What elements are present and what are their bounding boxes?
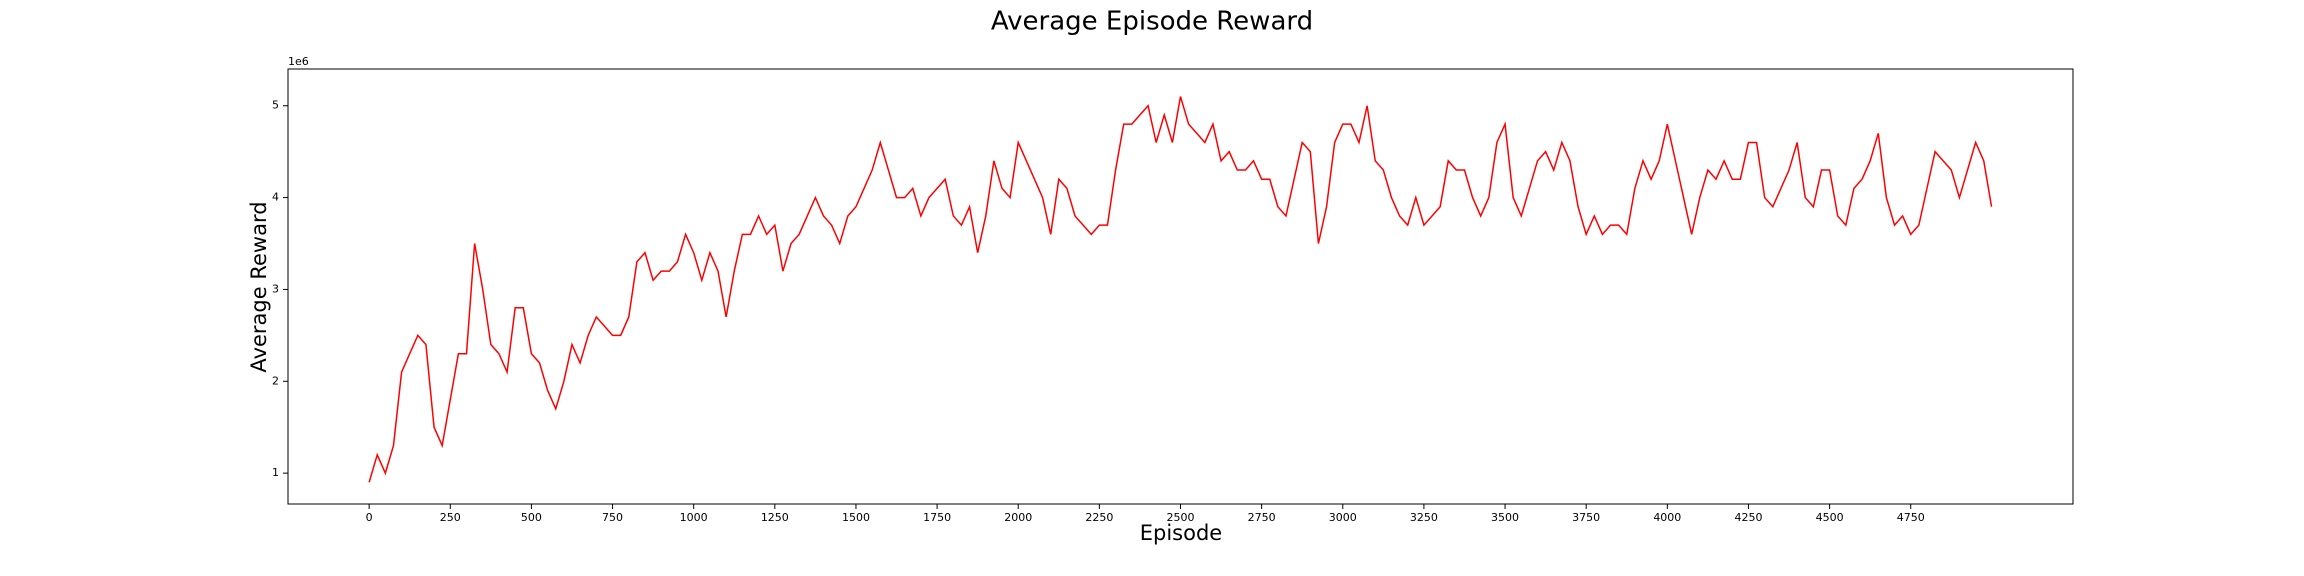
x-tick-label: 4750 — [1897, 511, 1925, 524]
x-tick-label: 2500 — [1167, 511, 1195, 524]
y-tick-label: 2 — [272, 374, 279, 387]
x-tick-label: 4500 — [1816, 511, 1844, 524]
x-tick-label: 2000 — [1004, 511, 1032, 524]
x-tick-label: 4250 — [1734, 511, 1762, 524]
x-tick-label: 2250 — [1085, 511, 1113, 524]
x-tick-label: 3750 — [1572, 511, 1600, 524]
x-tick-label: 250 — [440, 511, 461, 524]
x-axis-label: Episode — [1140, 521, 1222, 545]
chart-title: Average Episode Reward — [991, 7, 1313, 37]
x-tick-label: 500 — [521, 511, 542, 524]
x-tick-label: 4000 — [1653, 511, 1681, 524]
x-tick-label: 1500 — [842, 511, 870, 524]
x-tick-label: 1000 — [680, 511, 708, 524]
series-line — [368, 96, 1993, 483]
y-offset-label: 1e6 — [288, 55, 309, 68]
x-tick-label: 2750 — [1248, 511, 1276, 524]
y-tick-label: 4 — [272, 191, 279, 204]
x-tick-label: 750 — [602, 511, 623, 524]
x-tick-label: 3500 — [1491, 511, 1519, 524]
y-tick-label: 1 — [272, 466, 279, 479]
y-tick-label: 3 — [272, 282, 279, 295]
plot-frame — [287, 68, 2074, 505]
y-axis-label: Average Reward — [247, 201, 271, 372]
x-tick-label: 1750 — [923, 511, 951, 524]
x-tick-label: 3250 — [1410, 511, 1438, 524]
x-tick-label: 1250 — [761, 511, 789, 524]
x-tick-label: 3000 — [1329, 511, 1357, 524]
x-tick-label: 0 — [366, 511, 373, 524]
y-tick-label: 5 — [272, 99, 279, 112]
